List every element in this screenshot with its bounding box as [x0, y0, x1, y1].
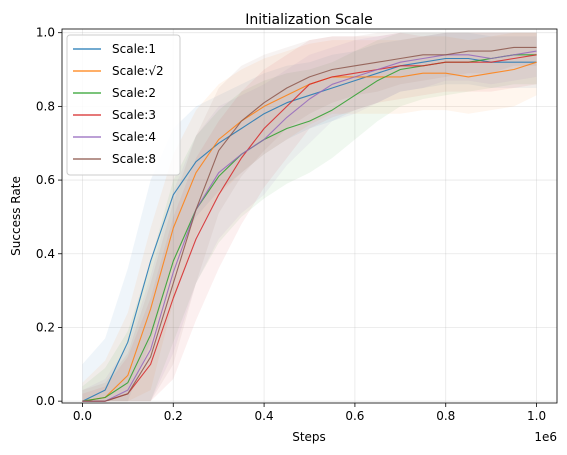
- legend-entry: Scale:2: [112, 86, 156, 100]
- x-axis-offset-label: 1e6: [534, 430, 557, 444]
- legend-box: [66, 34, 181, 176]
- x-tick-label: 0.8: [436, 409, 455, 423]
- legend-entry: Scale:1: [112, 42, 156, 56]
- series-line-1: [82, 57, 537, 402]
- y-axis-ticks: 0.0 0.2 0.4 0.6 0.8 1.0: [36, 26, 62, 408]
- x-tick-label: 0.0: [73, 409, 92, 423]
- y-tick-label: 0.8: [36, 99, 55, 113]
- series-line-6: [82, 46, 537, 402]
- series-band-1: [82, 32, 537, 402]
- plot-frame: [61, 28, 558, 404]
- legend-entry: Scale:4: [112, 130, 156, 144]
- legend-entry: Scale:√2: [112, 64, 164, 78]
- x-tick-label: 0.2: [164, 409, 183, 423]
- series-lines: [82, 46, 537, 402]
- y-tick-label: 0.0: [36, 394, 55, 408]
- x-axis-label: Steps: [292, 430, 326, 444]
- series-band-2: [82, 32, 537, 402]
- y-tick-label: 0.6: [36, 173, 55, 187]
- series-line-5: [82, 50, 537, 402]
- confidence-bands: [82, 32, 537, 402]
- legend-entry: Scale:3: [112, 108, 156, 122]
- y-axis-label: Success Rate: [9, 176, 23, 256]
- y-tick-label: 1.0: [36, 26, 55, 40]
- y-tick-label: 0.2: [36, 320, 55, 334]
- chart-title: Initialization Scale: [245, 12, 373, 28]
- x-tick-label: 0.6: [345, 409, 364, 423]
- legend: Scale:1 Scale:√2 Scale:2 Scale:3 Scale:4 Scal…: [66, 34, 181, 176]
- series-band-5: [82, 32, 537, 402]
- y-tick-label: 0.4: [36, 247, 55, 261]
- x-tick-label: 1.0: [527, 409, 546, 423]
- series-band-6: [82, 32, 537, 402]
- series-line-4: [82, 54, 537, 402]
- series-band-3: [82, 32, 537, 402]
- x-axis-ticks: 0.0 0.2 0.4 0.6 0.8 1.0: [73, 403, 546, 423]
- x-tick-label: 0.4: [255, 409, 274, 423]
- series-band-4: [82, 32, 537, 402]
- legend-entry: Scale:8: [112, 152, 156, 166]
